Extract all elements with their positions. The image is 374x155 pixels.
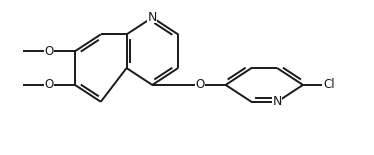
- Text: Cl: Cl: [323, 78, 334, 91]
- FancyBboxPatch shape: [195, 79, 205, 91]
- Text: O: O: [195, 78, 205, 91]
- Text: N: N: [273, 95, 282, 108]
- FancyBboxPatch shape: [44, 45, 54, 57]
- Text: O: O: [45, 78, 54, 91]
- FancyBboxPatch shape: [322, 79, 335, 91]
- Text: N: N: [148, 11, 157, 24]
- FancyBboxPatch shape: [44, 79, 54, 91]
- FancyBboxPatch shape: [147, 12, 157, 24]
- Text: O: O: [45, 45, 54, 58]
- FancyBboxPatch shape: [272, 96, 282, 108]
